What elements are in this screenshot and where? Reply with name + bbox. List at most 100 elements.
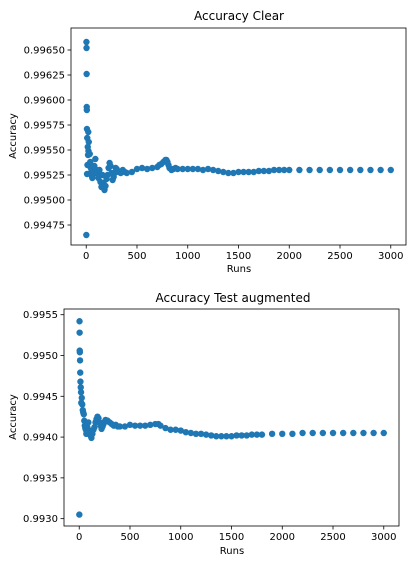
y-tick-label: 0.9935 xyxy=(23,473,58,484)
data-point xyxy=(296,166,303,174)
data-point xyxy=(83,106,91,114)
data-point xyxy=(107,162,114,170)
data-point xyxy=(316,166,323,174)
chart-accuracy-clear: Accuracy Clear 0 500 1000 1500 2000 2500 3000 … xyxy=(8,9,407,275)
data-point xyxy=(329,429,337,437)
y-tick-label: 0.99500 xyxy=(24,196,65,207)
data-point xyxy=(76,318,83,325)
data-point xyxy=(346,166,354,174)
data-point xyxy=(121,423,129,430)
data-point xyxy=(255,167,262,175)
data-point xyxy=(76,511,83,518)
data-point xyxy=(199,166,207,174)
data-point xyxy=(91,424,98,431)
x-tick-label: 1500 xyxy=(226,251,251,262)
data-point xyxy=(174,165,181,173)
chart-title: Accuracy Clear xyxy=(194,9,284,23)
data-point xyxy=(223,433,230,440)
data-point xyxy=(128,168,136,176)
data-point xyxy=(336,166,344,174)
data-point xyxy=(319,429,327,437)
data-point xyxy=(265,167,273,175)
data-point xyxy=(96,166,103,174)
data-point xyxy=(260,167,268,175)
data-point xyxy=(258,431,266,438)
data-point xyxy=(309,429,316,437)
data-point xyxy=(136,422,144,429)
data-point xyxy=(197,430,205,438)
data-point xyxy=(126,421,134,429)
chart-title: Accuracy Test augmented xyxy=(155,291,310,305)
x-tick-label: 2500 xyxy=(320,532,345,543)
data-point xyxy=(357,166,364,174)
data-point xyxy=(143,165,151,173)
data-point xyxy=(92,155,99,163)
data-point xyxy=(85,128,92,136)
data-point xyxy=(202,431,210,438)
y-axis-label: Accuracy xyxy=(8,113,19,159)
data-point xyxy=(123,169,131,177)
data-point xyxy=(89,174,96,182)
data-point xyxy=(77,369,84,376)
data-point xyxy=(370,429,377,437)
y-tick-label: 0.99575 xyxy=(24,121,65,132)
data-point xyxy=(268,430,276,438)
y-axis-label: Accuracy xyxy=(8,394,19,440)
data-point xyxy=(228,433,235,440)
y-tick-label: 0.9930 xyxy=(23,514,58,525)
data-point xyxy=(80,411,88,418)
data-point xyxy=(167,426,174,433)
data-point xyxy=(147,421,154,429)
x-axis-ticks: 0 500 1000 1500 2000 2500 3000 xyxy=(83,245,403,262)
data-point xyxy=(286,166,293,174)
y-tick-label: 0.99475 xyxy=(24,221,65,232)
x-tick-label: 500 xyxy=(120,532,139,543)
data-point xyxy=(245,168,252,176)
data-point xyxy=(248,431,255,438)
x-tick-label: 1000 xyxy=(175,251,200,262)
data-point xyxy=(79,401,86,408)
x-axis-label: Runs xyxy=(220,546,244,557)
data-point xyxy=(83,231,90,239)
data-point xyxy=(253,431,261,438)
data-point xyxy=(76,329,83,336)
data-point xyxy=(77,378,84,385)
data-point xyxy=(76,357,84,364)
data-point xyxy=(184,165,191,173)
data-point xyxy=(218,433,225,440)
y-tick-label: 0.9955 xyxy=(23,310,58,321)
data-point xyxy=(326,166,334,174)
data-point xyxy=(275,166,283,174)
y-tick-label: 0.9945 xyxy=(23,392,58,403)
data-point xyxy=(142,422,149,429)
x-axis-label: Runs xyxy=(227,264,251,275)
data-point xyxy=(78,394,85,402)
data-point xyxy=(306,166,313,174)
data-point xyxy=(76,349,84,356)
x-tick-label: 1000 xyxy=(168,532,193,543)
data-point xyxy=(220,168,227,176)
data-point xyxy=(377,166,384,174)
data-point xyxy=(240,168,247,176)
data-point xyxy=(194,165,202,173)
y-tick-label: 0.99625 xyxy=(24,71,65,82)
data-point xyxy=(172,426,179,433)
data-point xyxy=(179,165,186,173)
data-point xyxy=(225,169,232,177)
plot-area xyxy=(76,318,387,518)
x-tick-label: 2000 xyxy=(270,532,295,543)
y-axis-ticks: 0.9930 0.9935 0.9940 0.9945 0.9950 0.9955 xyxy=(23,310,64,525)
y-tick-label: 0.9940 xyxy=(23,433,58,444)
x-axis-ticks: 0 500 1000 1500 2000 2500 3000 xyxy=(76,526,396,543)
data-point xyxy=(77,384,84,391)
data-point xyxy=(360,429,367,437)
data-point xyxy=(116,423,124,430)
data-point xyxy=(230,169,237,177)
x-tick-label: 1500 xyxy=(219,532,244,543)
data-point xyxy=(289,430,296,438)
data-point xyxy=(157,422,164,429)
data-point xyxy=(339,429,347,437)
data-point xyxy=(87,158,94,166)
data-point xyxy=(102,182,109,190)
